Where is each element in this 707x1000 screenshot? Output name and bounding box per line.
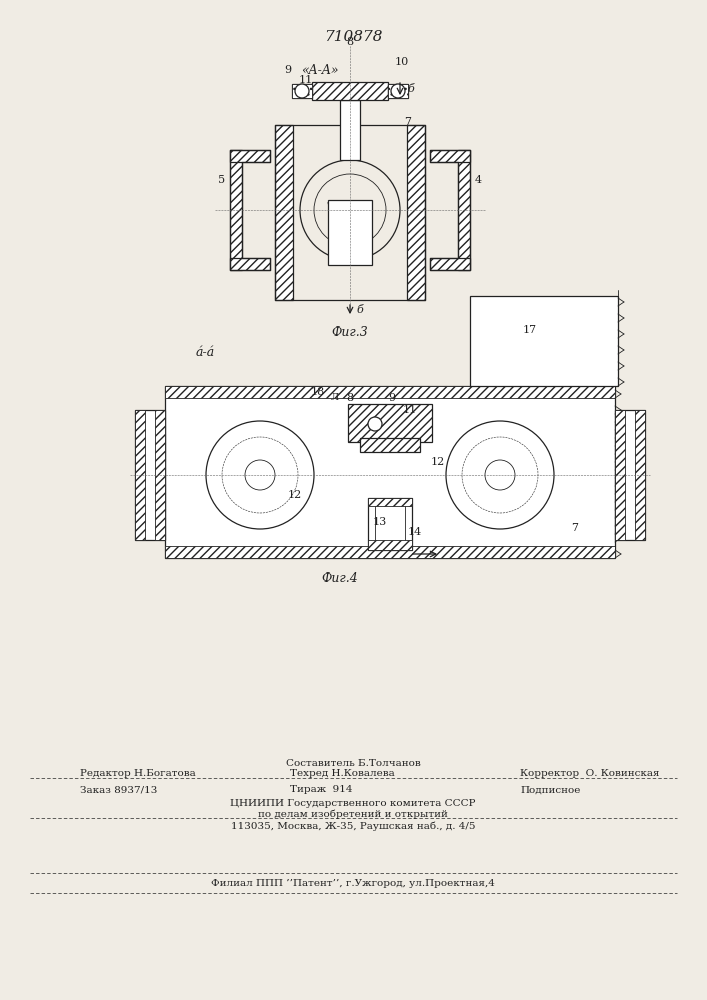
Text: 8: 8 xyxy=(346,393,354,403)
Text: Редактор Н.Богатова: Редактор Н.Богатова xyxy=(80,768,196,778)
Text: 9: 9 xyxy=(284,65,291,75)
Bar xyxy=(165,386,615,398)
Text: á-á: á-á xyxy=(195,346,215,359)
Polygon shape xyxy=(335,404,408,518)
Circle shape xyxy=(245,460,275,490)
Bar xyxy=(458,150,470,270)
Bar xyxy=(388,84,408,98)
Text: Корректор  О. Ковинская: Корректор О. Ковинская xyxy=(520,768,660,778)
Bar xyxy=(135,410,165,540)
Bar xyxy=(470,296,618,386)
Bar xyxy=(407,125,425,300)
Text: Составитель Б.Толчанов: Составитель Б.Толчанов xyxy=(286,760,421,768)
Text: 11: 11 xyxy=(299,75,313,85)
Bar xyxy=(615,410,625,540)
Bar xyxy=(165,386,615,558)
Text: 11: 11 xyxy=(403,405,417,415)
Bar xyxy=(275,125,293,300)
Bar xyxy=(155,410,165,540)
Circle shape xyxy=(391,84,405,98)
Text: Заказ 8937/13: Заказ 8937/13 xyxy=(80,786,158,794)
Text: 9: 9 xyxy=(388,393,395,403)
Text: Фиг.3: Фиг.3 xyxy=(332,326,368,338)
Text: 18: 18 xyxy=(311,387,325,397)
Bar xyxy=(368,498,412,550)
Bar xyxy=(430,150,470,162)
Circle shape xyxy=(295,84,309,98)
Polygon shape xyxy=(335,404,408,518)
Text: 14: 14 xyxy=(408,527,422,537)
Bar xyxy=(230,150,270,162)
Circle shape xyxy=(368,417,382,431)
Bar xyxy=(348,404,432,442)
Bar xyxy=(230,258,270,270)
Bar xyxy=(292,84,312,98)
Text: ЦНИИПИ Государственного комитета СССР: ЦНИИПИ Государственного комитета СССР xyxy=(230,798,476,808)
Circle shape xyxy=(485,460,515,490)
Text: по делам изобретений и открытий: по делам изобретений и открытий xyxy=(258,809,448,819)
Bar xyxy=(368,540,412,550)
Text: 17: 17 xyxy=(523,325,537,335)
Text: Фиг.4: Фиг.4 xyxy=(322,572,358,584)
Text: Филиал ППП ’’Патент’’, г.Ужгород, ул.Проектная,4: Филиал ППП ’’Патент’’, г.Ужгород, ул.Про… xyxy=(211,879,495,888)
Text: 10: 10 xyxy=(395,57,409,67)
Circle shape xyxy=(446,421,554,529)
Text: 12: 12 xyxy=(431,457,445,467)
Text: 8: 8 xyxy=(346,37,354,47)
Circle shape xyxy=(206,421,314,529)
Text: б: б xyxy=(356,305,363,315)
Bar xyxy=(292,84,312,98)
Text: 113035, Москва, Ж-35, Раушская наб., д. 4/5: 113035, Москва, Ж-35, Раушская наб., д. … xyxy=(230,821,475,831)
Bar xyxy=(368,498,412,506)
Bar xyxy=(375,505,405,543)
Text: 13: 13 xyxy=(373,517,387,527)
Text: Техред Н.Ковалева: Техред Н.Ковалева xyxy=(290,768,395,778)
Bar xyxy=(230,150,242,270)
Text: Тираж  914: Тираж 914 xyxy=(290,786,353,794)
Text: б: б xyxy=(407,84,414,94)
Text: 4: 4 xyxy=(474,175,481,185)
Bar xyxy=(135,410,145,540)
Bar xyxy=(430,258,470,270)
Text: 710878: 710878 xyxy=(324,30,382,44)
Bar xyxy=(635,410,645,540)
Text: 12: 12 xyxy=(288,490,302,500)
Bar xyxy=(388,84,408,98)
Bar xyxy=(165,546,615,558)
Text: 5: 5 xyxy=(218,175,226,185)
Text: Л: Л xyxy=(331,393,339,402)
Bar xyxy=(328,200,372,265)
Bar xyxy=(615,410,645,540)
Text: 7: 7 xyxy=(404,117,411,127)
Text: «A-A»: «A-A» xyxy=(301,64,339,77)
Bar xyxy=(340,100,360,160)
Text: Подписное: Подписное xyxy=(520,786,580,794)
Bar xyxy=(312,82,388,100)
Bar xyxy=(360,438,420,452)
Text: 7: 7 xyxy=(571,523,578,533)
